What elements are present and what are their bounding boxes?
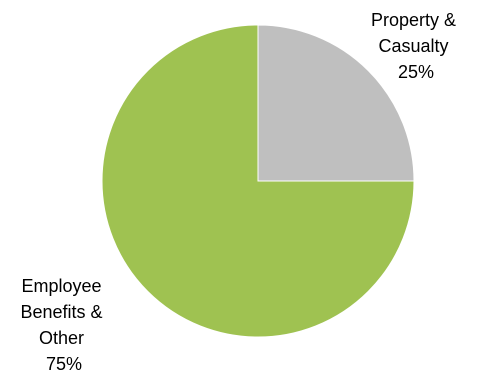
pie-slice-property-casualty: [257, 24, 415, 182]
slice-label-employee-benefits-line-2: Benefits &: [20, 302, 102, 322]
slice-label-employee-benefits-line-3: Other: [39, 328, 84, 348]
slice-value-property-casualty: 25%: [398, 62, 434, 82]
pie-slices: [101, 24, 415, 338]
pie-labels: Property & Casualty 25% Employee Benefit…: [20, 10, 461, 374]
slice-value-employee-benefits: 75%: [46, 354, 82, 374]
slice-label-property-casualty-line-1: Property &: [371, 10, 456, 30]
slice-label-property-casualty-line-2: Casualty: [378, 36, 448, 56]
slice-label-employee-benefits: Employee Benefits & Other 75%: [20, 276, 107, 374]
slice-label-employee-benefits-line-1: Employee: [21, 276, 101, 296]
slice-label-property-casualty: Property & Casualty 25%: [371, 10, 461, 82]
pie-slice-employee-benefits: [101, 24, 415, 338]
